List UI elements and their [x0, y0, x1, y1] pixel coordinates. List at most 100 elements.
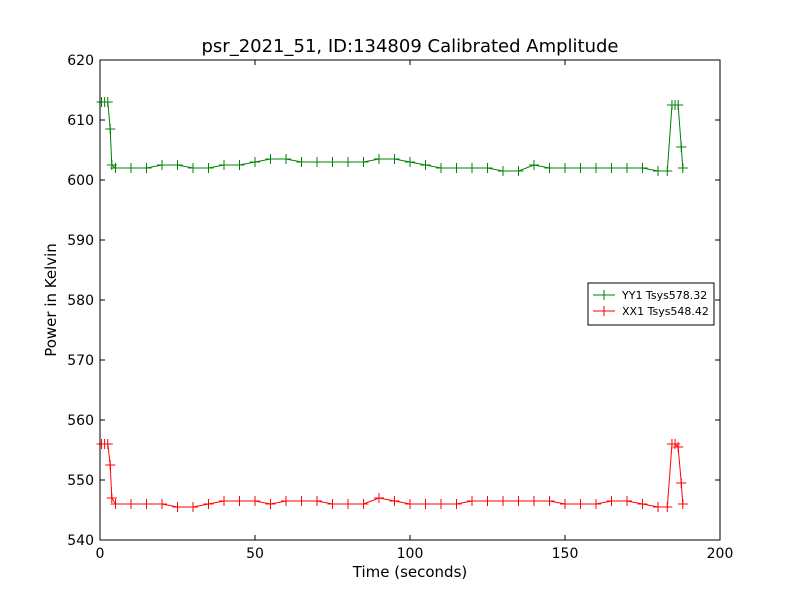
legend-marker	[599, 306, 609, 316]
data-point	[312, 496, 322, 506]
data-point	[141, 499, 152, 509]
data-point	[606, 163, 617, 173]
x-tick-label: 0	[96, 546, 105, 562]
data-point	[591, 163, 601, 173]
data-point	[265, 499, 276, 509]
data-point	[219, 160, 229, 170]
data-point	[126, 163, 136, 173]
legend-box	[587, 282, 715, 326]
y-tick-label: 620	[67, 53, 94, 69]
y-tick-label: 610	[67, 113, 94, 129]
data-point	[513, 166, 524, 176]
y-tick-label: 570	[67, 353, 94, 369]
data-point	[622, 163, 632, 173]
data-point	[188, 163, 198, 173]
x-tick-label: 150	[552, 546, 579, 562]
data-point	[420, 160, 431, 170]
data-point	[653, 502, 663, 512]
data-point	[172, 502, 183, 512]
data-point	[374, 493, 384, 503]
data-point	[529, 160, 539, 170]
series-1	[96, 97, 688, 176]
data-point	[358, 499, 369, 509]
legend: YY1 Tsys578.32 XX1 Tsys548.42	[587, 282, 715, 326]
data-point	[343, 499, 353, 509]
data-point	[637, 163, 648, 173]
y-axis-label: Power in Kelvin	[42, 243, 60, 357]
x-tick-label: 50	[246, 546, 264, 562]
data-point	[467, 163, 477, 173]
data-point	[157, 160, 167, 170]
data-point	[676, 478, 687, 488]
data-point	[451, 163, 462, 173]
data-point	[498, 166, 508, 176]
data-point	[188, 502, 198, 512]
data-point	[436, 163, 446, 173]
data-point	[544, 496, 555, 506]
data-point	[250, 496, 260, 506]
data-point	[265, 154, 276, 164]
data-point	[296, 496, 307, 506]
data-point	[126, 499, 136, 509]
data-point	[327, 157, 338, 167]
data-point	[234, 496, 245, 506]
data-point	[673, 442, 684, 452]
data-point	[560, 499, 570, 509]
data-point	[676, 142, 687, 152]
legend-label: YY1 Tsys578.32	[621, 289, 707, 302]
data-point	[653, 166, 663, 176]
data-point	[591, 499, 601, 509]
x-axis-label: Time (seconds)	[352, 563, 468, 581]
data-point	[203, 163, 214, 173]
data-point	[281, 496, 291, 506]
data-point	[219, 496, 229, 506]
data-point	[250, 157, 260, 167]
chart-title: psr_2021_51, ID:134809 Calibrated Amplit…	[201, 36, 618, 57]
data-point	[141, 163, 152, 173]
data-point	[560, 163, 570, 173]
data-point	[312, 157, 322, 167]
x-tick-label: 200	[707, 546, 734, 562]
x-tick-label: 100	[397, 546, 424, 562]
data-point	[389, 154, 400, 164]
y-tick-label: 540	[67, 533, 94, 549]
data-point	[575, 499, 586, 509]
data-point	[498, 496, 508, 506]
data-point	[102, 439, 113, 449]
data-point	[234, 160, 245, 170]
data-point	[358, 157, 369, 167]
y-tick-label: 550	[67, 473, 94, 489]
y-tick-label: 560	[67, 413, 94, 429]
data-point	[544, 163, 555, 173]
data-point	[482, 163, 493, 173]
data-point	[203, 499, 214, 509]
data-point	[637, 499, 648, 509]
data-point	[343, 157, 353, 167]
series-2	[96, 439, 688, 512]
data-point	[296, 157, 307, 167]
data-point	[327, 499, 338, 509]
data-point	[513, 496, 524, 506]
data-point	[281, 154, 291, 164]
data-point	[405, 157, 415, 167]
data-point	[105, 124, 116, 134]
y-tick-label: 590	[67, 233, 94, 249]
data-point	[451, 499, 462, 509]
data-point	[482, 496, 493, 506]
data-point	[105, 460, 116, 470]
data-point	[622, 496, 632, 506]
data-point	[529, 496, 539, 506]
data-point	[102, 97, 113, 107]
data-point	[662, 502, 673, 512]
legend-label: XX1 Tsys548.42	[622, 305, 709, 318]
data-point	[677, 499, 688, 509]
data-point	[575, 163, 586, 173]
data-point	[662, 166, 673, 176]
data-point	[157, 499, 167, 509]
y-tick-label: 600	[67, 173, 94, 189]
ticks-layer: 0 50 100 150 200 540 550 560 570 580 590 600 610 620	[67, 53, 733, 562]
data-point	[106, 493, 117, 503]
data-point	[110, 163, 121, 173]
data-point	[110, 499, 121, 509]
